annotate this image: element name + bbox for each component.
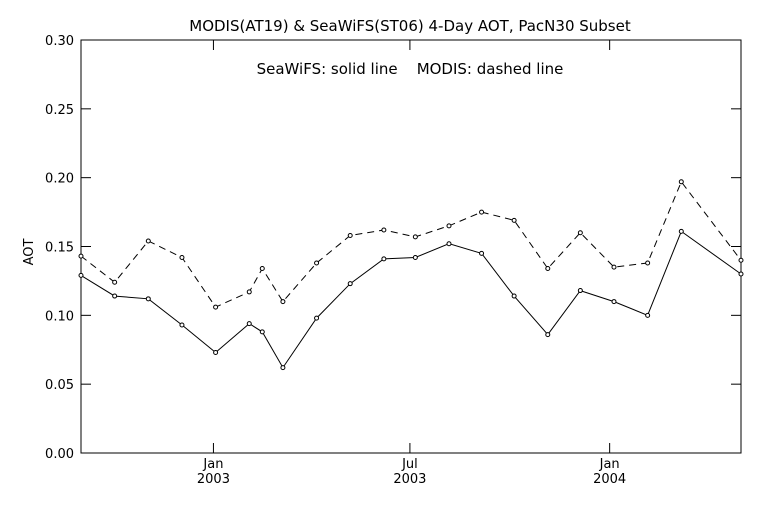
plot-frame [80, 39, 742, 454]
modis-data-point [314, 260, 320, 266]
modis-data-point [213, 304, 219, 310]
modis-data-point [645, 260, 651, 266]
seawifs-data-point [280, 365, 286, 371]
modis-data-point [179, 255, 185, 261]
modis-data-point [545, 266, 551, 272]
chart-title: MODIS(AT19) & SeaWiFS(ST06) 4-Day AOT, P… [189, 17, 631, 35]
seawifs-data-point [145, 296, 151, 302]
x-tick-label-month: Jan [202, 457, 223, 472]
seawifs-data-point [213, 350, 219, 356]
x-tick-label-year: 2003 [197, 472, 230, 487]
y-axis-label: AOT [22, 239, 37, 266]
seawifs-data-point [577, 288, 583, 294]
y-tick-label: 0.25 [45, 103, 74, 118]
series-annotation: SeaWiFS: solid line MODIS: dashed line [257, 60, 564, 78]
y-tick-label: 0.00 [45, 447, 74, 462]
modis-data-point [511, 217, 517, 223]
seawifs-data-point [381, 256, 387, 262]
seawifs-data-point [179, 322, 185, 328]
seawifs-data-point [511, 293, 517, 299]
seawifs-data-point [347, 281, 353, 287]
x-tick-label-year: 2004 [593, 472, 626, 487]
modis-data-point [577, 230, 583, 236]
modis-data-point [611, 264, 617, 270]
seawifs-series-line [80, 230, 742, 369]
seawifs-data-point [259, 329, 265, 335]
modis-data-point [145, 238, 151, 244]
modis-data-point [246, 289, 252, 295]
seawifs-data-point [446, 241, 452, 247]
modis-data-point [412, 234, 418, 240]
axis-ticks: 0.000.050.100.150.200.250.30Jan2003Jul20… [45, 34, 741, 487]
x-tick-label-month: Jul [401, 457, 418, 472]
y-tick-label: 0.30 [45, 34, 74, 49]
seawifs-data-point [78, 272, 84, 278]
modis-data-point [381, 227, 387, 233]
seawifs-data-point [678, 228, 684, 234]
modis-data-point [259, 266, 265, 272]
seawifs-data-point [479, 250, 485, 256]
x-tick-label-year: 2003 [393, 472, 426, 487]
seawifs-data-point [112, 293, 118, 299]
y-tick-label: 0.10 [45, 309, 74, 324]
modis-data-point [738, 257, 744, 263]
y-tick-label: 0.05 [45, 378, 74, 393]
modis-data-point [78, 253, 84, 259]
modis-data-point [347, 232, 353, 238]
modis-data-point [678, 179, 684, 185]
seawifs-data-point [611, 299, 617, 305]
y-tick-label: 0.15 [45, 241, 74, 256]
seawifs-data-point [545, 332, 551, 338]
modis-data-point [280, 299, 286, 305]
modis-data-point [446, 223, 452, 229]
modis-data-point [479, 209, 485, 215]
x-tick-label-month: Jan [599, 457, 620, 472]
y-tick-label: 0.20 [45, 172, 74, 187]
seawifs-data-point [738, 271, 744, 277]
seawifs-data-point [412, 255, 418, 261]
modis-series-line [80, 180, 742, 308]
seawifs-data-point [246, 321, 252, 327]
seawifs-data-point [314, 315, 320, 321]
series-group [78, 179, 744, 371]
seawifs-data-point [645, 312, 651, 318]
modis-data-point [112, 279, 118, 285]
